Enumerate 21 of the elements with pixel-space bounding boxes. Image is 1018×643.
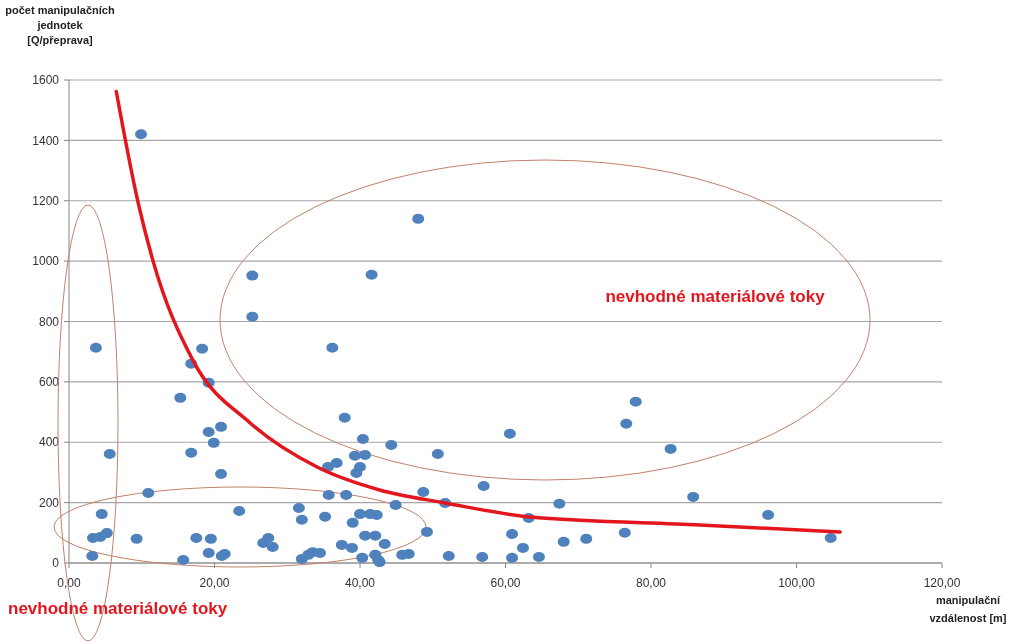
line-series bbox=[114, 89, 842, 534]
x-tick-label: 20,00 bbox=[199, 576, 230, 590]
y-tick-label: 600 bbox=[38, 375, 60, 390]
x-tick-label: 0,00 bbox=[57, 576, 81, 590]
y-axis-title: počet manipulačních jednotek [Q/přeprava] bbox=[5, 4, 115, 46]
y-tick-label: 800 bbox=[38, 314, 60, 329]
y-tick-label: 1600 bbox=[32, 73, 60, 88]
x-tick-label: 40,00 bbox=[344, 576, 376, 590]
y-tick-label: 1200 bbox=[32, 193, 60, 208]
x-tick-label: 80,00 bbox=[635, 576, 667, 590]
x-tick-label: 100,00 bbox=[778, 576, 816, 590]
text: nevhodné materiálové toky bbox=[8, 599, 228, 618]
y-tick-label: 1400 bbox=[32, 133, 60, 148]
x-axis-title: manipulační vzdálenost [m] bbox=[929, 594, 1007, 624]
y-tick-label: 0 bbox=[52, 556, 60, 571]
x-tick-label: 60,00 bbox=[490, 576, 521, 590]
annotation: nevhodné materiálové toky bbox=[605, 287, 826, 306]
x-tick-label: 120,00 bbox=[923, 576, 961, 590]
y-tick-label: 200 bbox=[38, 495, 60, 510]
y-tick-label: 400 bbox=[38, 435, 60, 450]
y-tick-label: 1000 bbox=[32, 254, 60, 269]
